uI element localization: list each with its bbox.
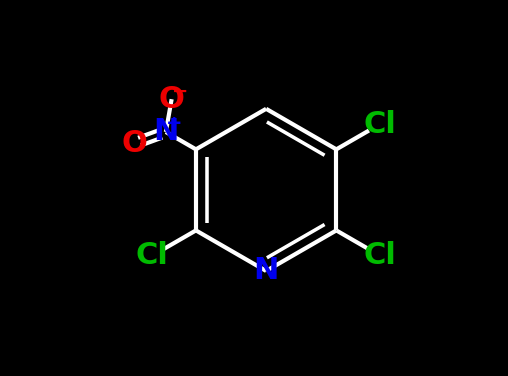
Text: Cl: Cl — [136, 241, 169, 270]
Text: +: + — [166, 114, 182, 133]
Text: Cl: Cl — [364, 241, 397, 270]
Text: N: N — [253, 256, 279, 285]
Text: O: O — [121, 129, 147, 158]
Text: O: O — [158, 85, 184, 114]
Text: N: N — [153, 117, 178, 147]
Text: Cl: Cl — [364, 109, 397, 138]
Text: −: − — [172, 82, 188, 101]
